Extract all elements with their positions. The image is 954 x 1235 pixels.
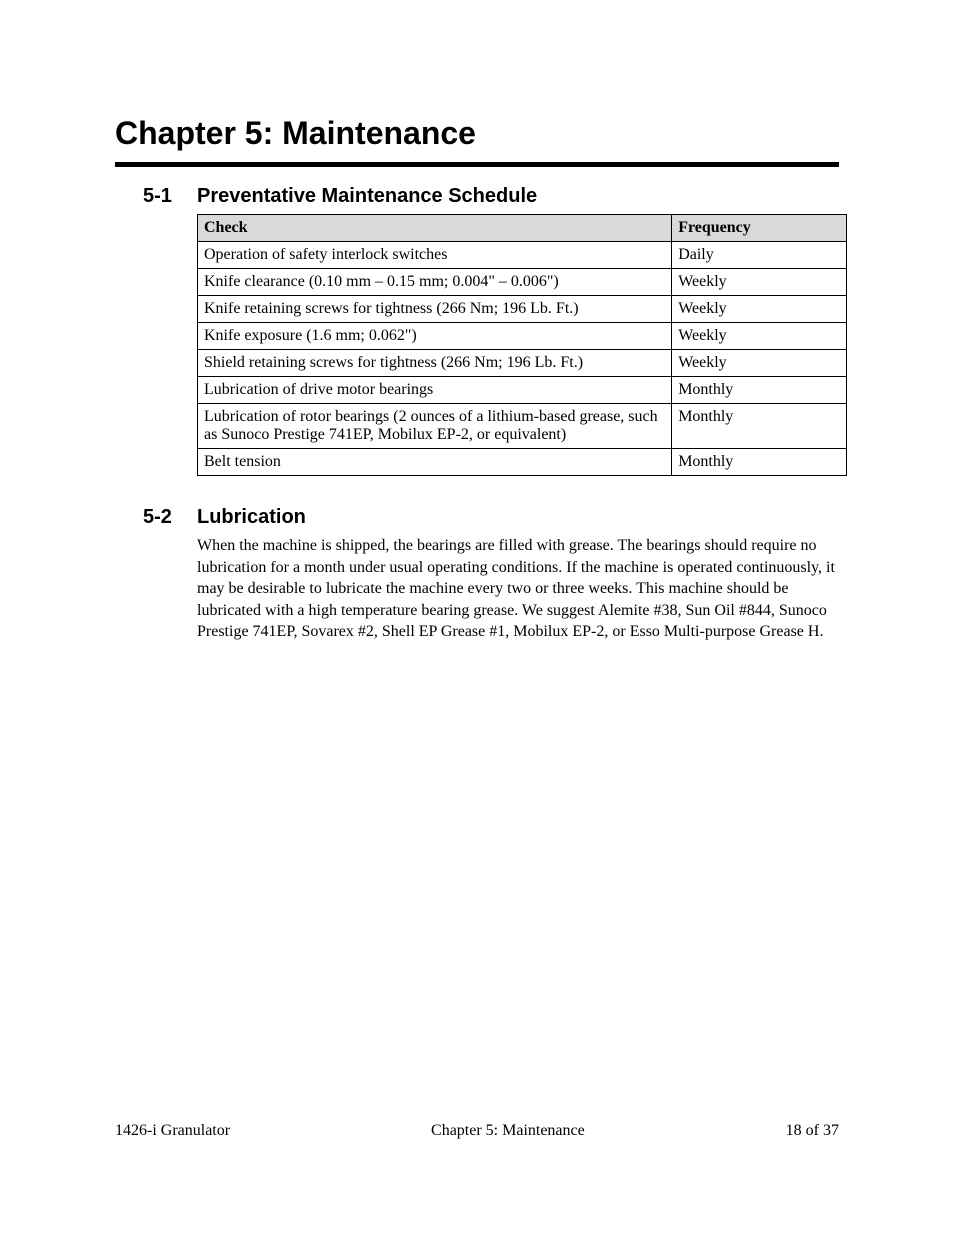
table-header-check: Check bbox=[198, 215, 672, 242]
table-cell-frequency: Daily bbox=[672, 242, 847, 269]
table-row: Belt tension Monthly bbox=[198, 449, 847, 476]
table-row: Lubrication of rotor bearings (2 ounces … bbox=[198, 404, 847, 449]
table-cell-check: Belt tension bbox=[198, 449, 672, 476]
table-cell-check: Knife exposure (1.6 mm; 0.062") bbox=[198, 323, 672, 350]
table-cell-frequency: Weekly bbox=[672, 350, 847, 377]
section-title: Preventative Maintenance Schedule bbox=[197, 185, 537, 208]
table-row: Knife clearance (0.10 mm – 0.15 mm; 0.00… bbox=[198, 269, 847, 296]
table-cell-frequency: Weekly bbox=[672, 296, 847, 323]
section-content: When the machine is shipped, the bearing… bbox=[197, 535, 839, 643]
footer-center: Chapter 5: Maintenance bbox=[431, 1122, 585, 1140]
section-5-1: 5-1 Preventative Maintenance Schedule Ch… bbox=[115, 185, 839, 476]
table-cell-check: Knife clearance (0.10 mm – 0.15 mm; 0.00… bbox=[198, 269, 672, 296]
section-number: 5-2 bbox=[115, 506, 197, 529]
section-content: Check Frequency Operation of safety inte… bbox=[197, 214, 839, 476]
table-cell-check: Lubrication of drive motor bearings bbox=[198, 377, 672, 404]
table-row: Knife retaining screws for tightness (26… bbox=[198, 296, 847, 323]
table-cell-check: Operation of safety interlock switches bbox=[198, 242, 672, 269]
table-cell-frequency: Monthly bbox=[672, 377, 847, 404]
table-cell-check: Lubrication of rotor bearings (2 ounces … bbox=[198, 404, 672, 449]
body-text: When the machine is shipped, the bearing… bbox=[197, 535, 839, 643]
table-row: Knife exposure (1.6 mm; 0.062") Weekly bbox=[198, 323, 847, 350]
table-header-frequency: Frequency bbox=[672, 215, 847, 242]
section-5-2: 5-2 Lubrication When the machine is ship… bbox=[115, 506, 839, 643]
footer-right: 18 of 37 bbox=[786, 1122, 839, 1140]
table-row: Shield retaining screws for tightness (2… bbox=[198, 350, 847, 377]
section-header: 5-1 Preventative Maintenance Schedule bbox=[115, 185, 839, 208]
table-row: Operation of safety interlock switches D… bbox=[198, 242, 847, 269]
page-footer: 1426-i Granulator Chapter 5: Maintenance… bbox=[115, 1122, 839, 1140]
section-header: 5-2 Lubrication bbox=[115, 506, 839, 529]
chapter-title: Chapter 5: Maintenance bbox=[115, 115, 839, 167]
maintenance-table: Check Frequency Operation of safety inte… bbox=[197, 214, 847, 476]
table-cell-frequency: Monthly bbox=[672, 449, 847, 476]
footer-left: 1426-i Granulator bbox=[115, 1122, 230, 1140]
table-cell-check: Shield retaining screws for tightness (2… bbox=[198, 350, 672, 377]
table-row: Lubrication of drive motor bearings Mont… bbox=[198, 377, 847, 404]
table-cell-frequency: Weekly bbox=[672, 269, 847, 296]
section-title: Lubrication bbox=[197, 506, 306, 529]
table-cell-check: Knife retaining screws for tightness (26… bbox=[198, 296, 672, 323]
section-number: 5-1 bbox=[115, 185, 197, 208]
table-cell-frequency: Weekly bbox=[672, 323, 847, 350]
table-header-row: Check Frequency bbox=[198, 215, 847, 242]
table-cell-frequency: Monthly bbox=[672, 404, 847, 449]
